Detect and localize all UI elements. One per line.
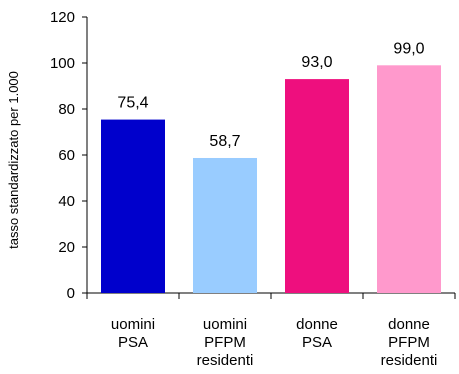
x-tick-label-line: residenti [381,352,438,369]
bar [101,119,165,293]
axes: 0 20 40 60 80 100 120 [50,9,456,302]
x-tick-label-line: PSA [118,334,148,351]
x-tick-label: uomini PFPM residenti [197,316,254,369]
x-tick-label-line: uomini [111,316,155,333]
x-tick-label-line: donne [388,316,430,333]
x-tick-label: uomini PSA [111,316,155,351]
x-tick-label-line: uomini [203,316,247,333]
x-tick-label-line: PFPM [388,334,430,351]
x-tick-label-line: PFPM [204,334,246,351]
y-tick-label: 20 [58,239,75,256]
y-tick-label: 120 [50,9,75,26]
y-tick-label: 60 [58,147,75,164]
data-label: 93,0 [301,54,332,71]
y-tick-label: 0 [67,285,75,302]
bars [101,65,441,293]
x-tick-label-line: PSA [302,334,332,351]
data-label: 99,0 [393,40,424,57]
data-label: 75,4 [117,95,148,112]
y-axis-title: tasso standardizzato per 1.000 [6,71,21,249]
y-tick-label: 100 [50,55,75,72]
x-tick-label: donne PSA [296,316,338,351]
y-tick-label: 80 [58,101,75,118]
x-tick-label-line: donne [296,316,338,333]
bar [377,65,441,293]
bar [285,79,349,293]
x-tick-label-line: residenti [197,352,254,369]
bar [193,157,257,293]
data-label: 58,7 [209,133,240,150]
y-tick-label: 40 [58,193,75,210]
x-tick-label: donne PFPM residenti [381,316,438,369]
